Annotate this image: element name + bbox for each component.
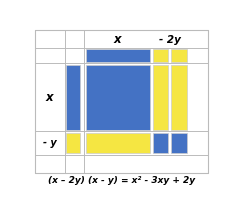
Text: x: x [114, 33, 122, 46]
Bar [86, 65, 150, 130]
Bar [153, 49, 168, 62]
Bar [66, 65, 80, 130]
Bar [66, 133, 80, 154]
Bar [35, 30, 208, 173]
Bar [86, 133, 150, 154]
Bar [171, 65, 187, 130]
Bar [171, 133, 187, 154]
Text: x: x [46, 91, 53, 104]
Text: - y: - y [43, 138, 56, 148]
Bar [153, 65, 168, 130]
Bar [171, 49, 187, 62]
Bar [86, 49, 150, 62]
Bar [153, 133, 168, 154]
Text: - 2y: - 2y [159, 35, 181, 45]
Text: (x – 2y) (x - y) = x² - 3xy + 2y: (x – 2y) (x - y) = x² - 3xy + 2y [48, 176, 195, 185]
